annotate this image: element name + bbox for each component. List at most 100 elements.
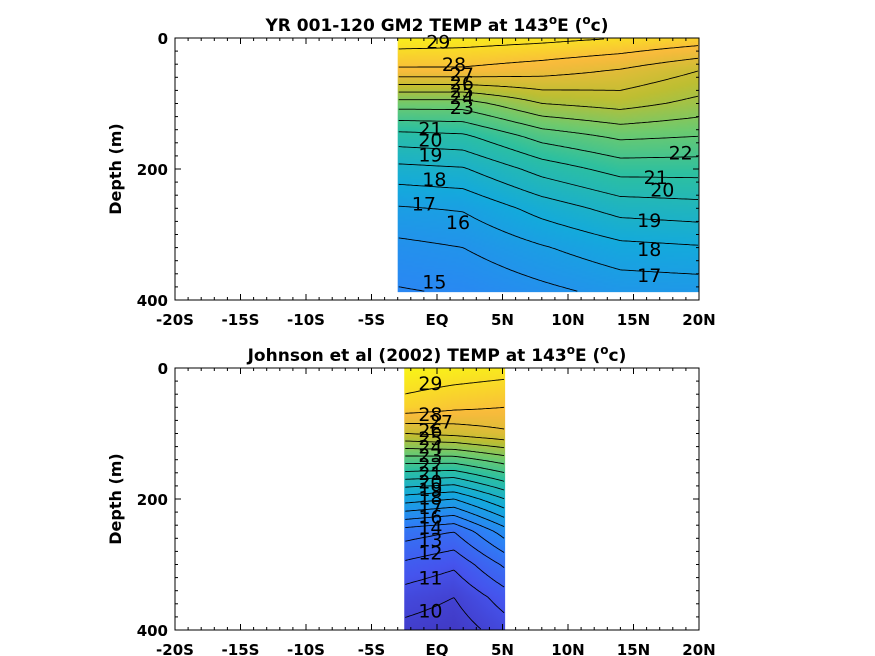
x-tick-label: -5S — [358, 311, 385, 329]
chart-panel-1: 2928272625242321201918171615222120191817… — [106, 13, 716, 329]
contour-label: 26 — [418, 420, 442, 442]
contour-line-24 — [405, 448, 505, 457]
contour-line-27 — [398, 57, 699, 78]
contour-label: 28 — [442, 54, 466, 76]
contour-line-14 — [405, 523, 505, 553]
contour-label: 22 — [418, 454, 442, 476]
contour-line-22 — [398, 120, 699, 159]
contour-label: 23 — [450, 97, 474, 119]
contour-label: 25 — [418, 428, 442, 450]
title-end: c) — [591, 16, 609, 36]
contour-label: 24 — [450, 87, 474, 109]
contour-label: 19 — [637, 210, 661, 232]
contour-line-28 — [398, 45, 699, 68]
x-tick-label: 20N — [682, 641, 715, 656]
title-mid: E ( — [557, 16, 582, 36]
contour-line-25 — [398, 91, 699, 110]
title-sup2: o — [582, 13, 590, 27]
contour-label: 20 — [418, 130, 442, 152]
y-tick-label: 400 — [137, 622, 168, 640]
contour-label: 17 — [412, 194, 436, 216]
contour-line-23 — [398, 108, 699, 141]
contour-line-25 — [405, 440, 505, 449]
contour-label: 23 — [418, 445, 442, 467]
contour-line-29 — [398, 38, 604, 50]
contour-label: 12 — [418, 543, 442, 565]
title-main: Johnson et al (2002) TEMP at 143 — [247, 346, 567, 366]
y-tick-label: 400 — [137, 292, 168, 310]
contour-label: 21 — [418, 118, 442, 140]
title-mid: E ( — [575, 346, 600, 366]
contour-line-15 — [405, 514, 505, 539]
contour-line-20 — [398, 146, 699, 200]
contour-label: 11 — [418, 568, 442, 590]
contour-line-27 — [405, 422, 505, 430]
contour-label: 16 — [446, 212, 470, 234]
x-tick-label: 20N — [682, 311, 715, 329]
contour-line-10 — [405, 597, 482, 630]
contour-label: 17 — [637, 265, 661, 287]
contour-label: 21 — [418, 463, 442, 485]
contour-label: 15 — [422, 272, 446, 294]
contour-line-18 — [398, 183, 699, 246]
x-tick-label: -10S — [287, 641, 325, 656]
contour-label: 14 — [418, 517, 442, 539]
contour-line-23 — [405, 455, 505, 465]
contour-label: 28 — [418, 404, 442, 426]
x-tick-label: -5S — [358, 641, 385, 656]
y-tick-label: 0 — [158, 360, 168, 378]
contour-label: 27 — [429, 412, 453, 434]
contour-line-16 — [405, 506, 505, 528]
x-tick-label: 15N — [617, 311, 650, 329]
y-tick-label: 200 — [137, 491, 168, 509]
x-tick-label: 15N — [617, 641, 650, 656]
x-tick-label: EQ — [426, 311, 449, 329]
contour-label: 18 — [637, 239, 661, 261]
contour-label: 27 — [450, 64, 474, 86]
contour-line-15 — [398, 286, 425, 292]
contour-line-28 — [405, 406, 505, 414]
contour-line-17 — [405, 498, 505, 518]
title-main: YR 001-120 GM2 TEMP at 143 — [264, 16, 548, 36]
x-tick-label: 10N — [551, 641, 584, 656]
contour-label: 20 — [650, 179, 674, 201]
title-sup: o — [549, 13, 557, 27]
contour-label: 22 — [669, 143, 693, 165]
chart-title: YR 001-120 GM2 TEMP at 143oE (oc) — [264, 13, 608, 36]
y-axis-label: Depth (m) — [106, 453, 125, 545]
contour-label: 16 — [418, 507, 442, 529]
title-sup2: o — [600, 343, 608, 357]
contour-label: 18 — [418, 488, 442, 510]
x-tick-label: EQ — [426, 641, 449, 656]
contour-line-26 — [405, 432, 505, 441]
contour-line-18 — [405, 491, 505, 509]
contour-label: 24 — [418, 437, 442, 459]
x-tick-label: -20S — [156, 641, 194, 656]
contour-label: 26 — [450, 73, 474, 95]
x-tick-label: 5N — [491, 641, 514, 656]
contour-line-16 — [398, 237, 578, 292]
contour-label: 25 — [450, 80, 474, 102]
x-tick-label: 10N — [551, 311, 584, 329]
x-tick-label: -15S — [222, 311, 260, 329]
y-tick-label: 200 — [137, 161, 168, 179]
contour-line-29 — [405, 378, 505, 395]
contour-label: 10 — [418, 600, 442, 622]
y-axis-label: Depth (m) — [106, 123, 125, 215]
contour-label: 20 — [418, 471, 442, 493]
contour-line-21 — [398, 131, 698, 179]
contour-label: 29 — [418, 373, 442, 395]
x-tick-label: -10S — [287, 311, 325, 329]
contour-line-11 — [405, 569, 505, 614]
x-tick-label: 5N — [491, 311, 514, 329]
x-tick-label: -20S — [156, 311, 194, 329]
contour-label: 29 — [426, 31, 450, 53]
contour-label: 21 — [644, 167, 668, 189]
contour-line-19 — [405, 484, 505, 500]
contour-line-20 — [405, 477, 505, 491]
x-tick-label: -15S — [222, 641, 260, 656]
contour-line-26 — [398, 70, 699, 91]
contour-label: 18 — [422, 169, 446, 191]
contour-line-17 — [398, 205, 699, 275]
